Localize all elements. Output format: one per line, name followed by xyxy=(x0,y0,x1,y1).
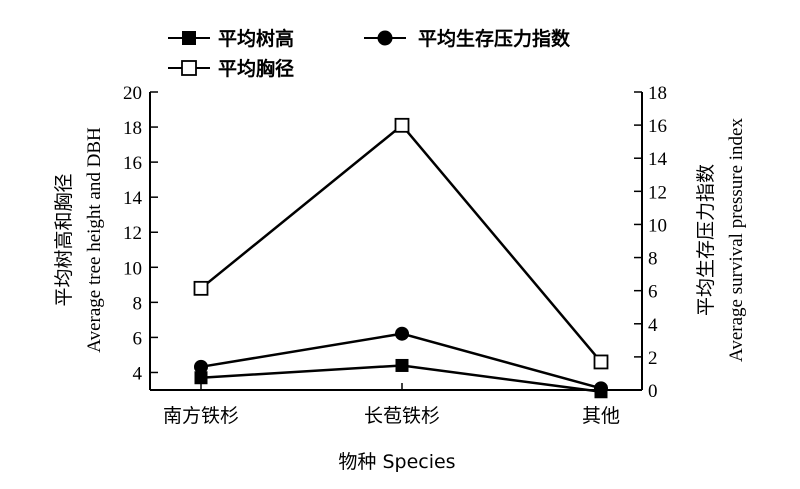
series-layer xyxy=(193,117,609,399)
data-point xyxy=(194,371,208,385)
right-tick-label: 16 xyxy=(648,116,667,137)
x-tick-label: 其他 xyxy=(582,405,620,427)
data-point xyxy=(194,359,208,374)
data-point xyxy=(394,117,410,133)
left-tick-label: 16 xyxy=(123,153,142,174)
left-axis-title-cn: 平均树高和胸径 xyxy=(53,173,75,306)
legend-label-survival-pressure: 平均生存压力指数 xyxy=(418,27,571,50)
x-axis-title: 物种 Species xyxy=(338,451,455,473)
legend-label-dbh: 平均胸径 xyxy=(218,57,294,80)
legend-marker-tree-height xyxy=(182,31,196,45)
series-line-dbh xyxy=(200,123,602,363)
right-axis-title-cn: 平均生存压力指数 xyxy=(695,164,717,316)
left-axis-title: 平均树高和胸径 Average tree height and DBH xyxy=(53,127,105,353)
right-tick-label: 10 xyxy=(648,215,667,236)
legend: 平均树高 平均生存压力指数 平均胸径 xyxy=(168,27,571,80)
right-axis-ticks: 0 2 4 6 8 10 12 14 16 18 xyxy=(634,83,668,402)
left-tick-label: 18 xyxy=(123,118,142,139)
right-tick-label: 8 xyxy=(648,249,658,270)
right-tick-label: 2 xyxy=(648,348,658,369)
left-tick-label: 14 xyxy=(123,188,143,209)
right-axis-title: 平均生存压力指数 Average survival pressure index xyxy=(695,118,747,362)
right-tick-label: 0 xyxy=(648,381,658,402)
left-axis-title-en: Average tree height and DBH xyxy=(84,127,105,353)
left-tick-label: 10 xyxy=(123,258,142,279)
left-tick-label: 6 xyxy=(133,328,143,349)
plot-frame xyxy=(149,92,643,391)
data-point xyxy=(593,354,609,370)
right-tick-label: 6 xyxy=(648,282,658,303)
left-tick-label: 20 xyxy=(123,83,142,104)
legend-item-survival-pressure: 平均生存压力指数 xyxy=(364,27,571,50)
legend-marker-survival-pressure xyxy=(377,30,393,46)
legend-label-tree-height: 平均树高 xyxy=(218,27,294,50)
right-tick-label: 14 xyxy=(648,149,668,170)
legend-marker-dbh xyxy=(181,60,197,76)
series-dbh xyxy=(193,117,609,370)
left-axis-ticks: 4 6 8 10 12 14 16 18 20 xyxy=(123,83,158,384)
right-tick-label: 4 xyxy=(648,315,658,336)
legend-item-dbh: 平均胸径 xyxy=(168,57,294,80)
left-tick-label: 8 xyxy=(133,293,143,314)
x-tick-label: 南方铁杉 xyxy=(163,405,239,427)
data-point xyxy=(594,381,608,396)
left-tick-label: 4 xyxy=(133,363,143,384)
data-point xyxy=(193,280,209,296)
right-axis-title-en: Average survival pressure index xyxy=(726,118,747,362)
series-tree-height xyxy=(194,358,608,399)
legend-item-tree-height: 平均树高 xyxy=(168,27,294,50)
x-axis-ticks: 南方铁杉 长苞铁杉 其他 xyxy=(163,383,620,427)
data-point xyxy=(395,358,409,372)
right-tick-label: 18 xyxy=(648,83,667,104)
x-tick-label: 长苞铁杉 xyxy=(364,405,440,427)
left-tick-label: 12 xyxy=(123,223,142,244)
right-tick-label: 12 xyxy=(648,182,667,203)
data-point xyxy=(395,326,409,341)
series-survival-pressure xyxy=(194,326,608,396)
